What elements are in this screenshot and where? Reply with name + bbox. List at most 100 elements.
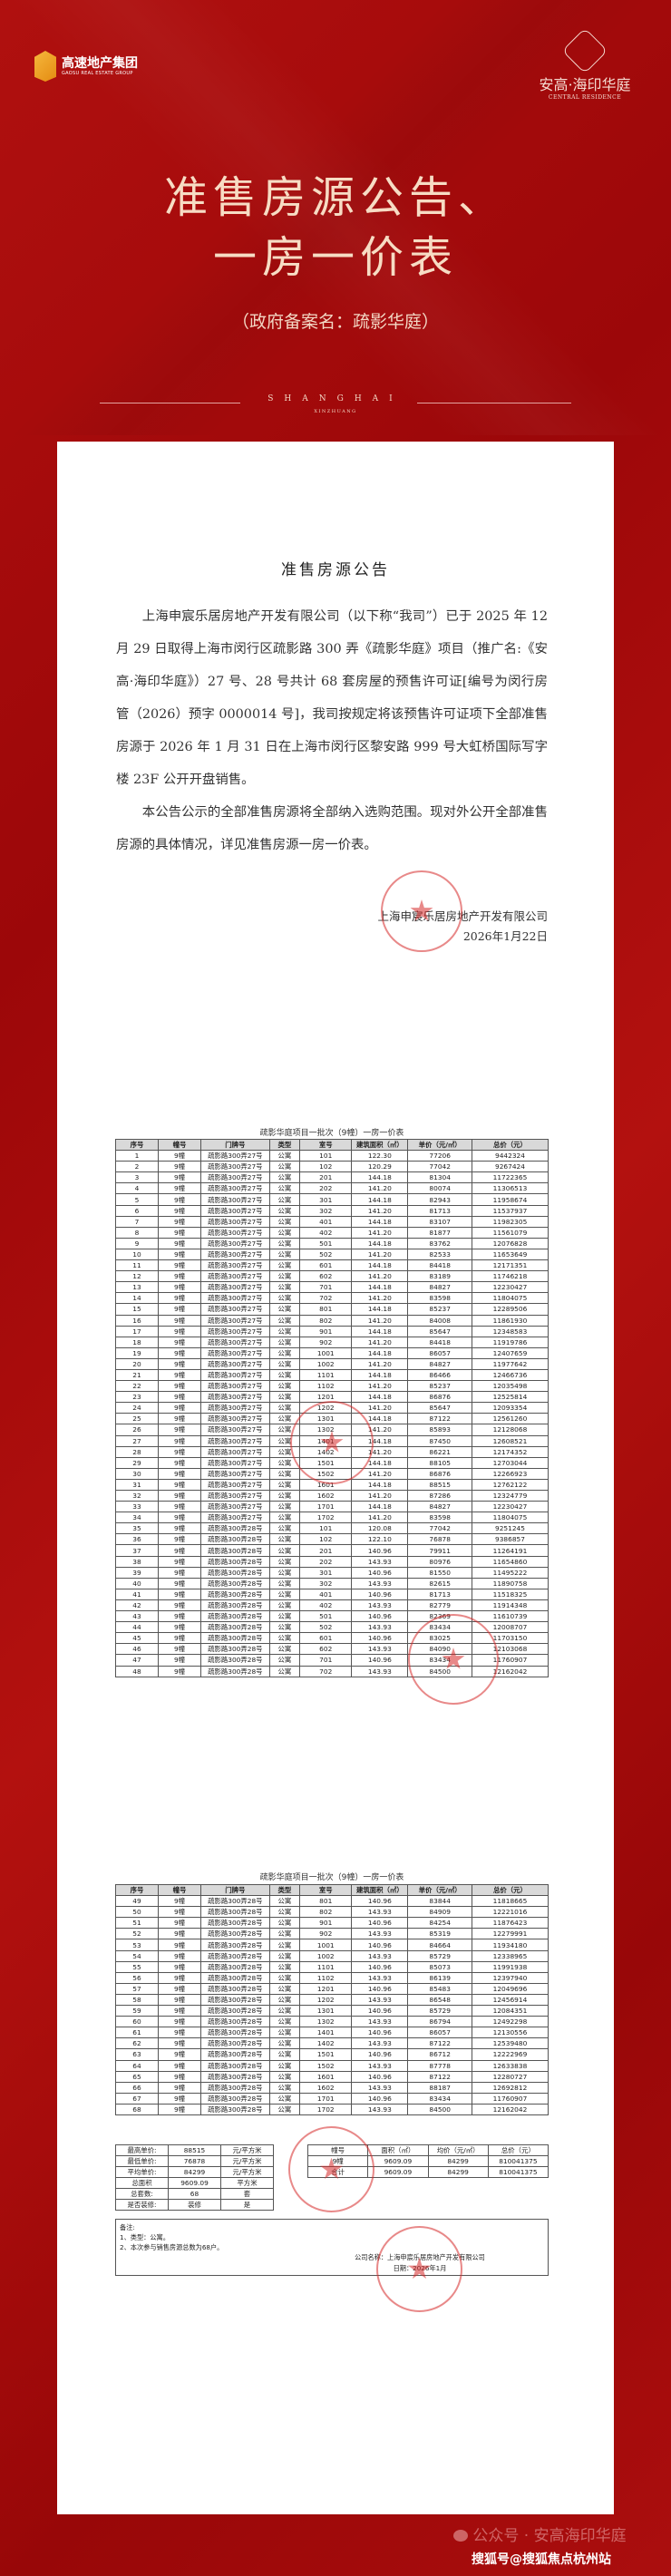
table-cell: 疏影路300弄28号 (200, 2048, 270, 2061)
table-cell: 401 (299, 1215, 353, 1228)
table-cell: 3 (114, 1171, 160, 1184)
table-cell: 疏影路300弄27号 (200, 1512, 270, 1524)
table-cell: 公寓 (268, 1489, 301, 1502)
table-cell: 85319 (407, 1928, 472, 1940)
table-cell: 1402 (299, 2037, 353, 2050)
table-cell: 86876 (407, 1391, 472, 1404)
table-cell: 疏影路300弄27号 (200, 1325, 270, 1337)
table-cell: 1401 (299, 1434, 353, 1447)
table-cell: 9幢 (158, 1215, 202, 1228)
table-cell: 143.93 (351, 1993, 409, 2007)
table-cell: 122.10 (351, 1533, 409, 1546)
table-cell: 12174352 (471, 1445, 549, 1458)
summary-header: 总价（元） (487, 2144, 549, 2156)
summary-cell: 84299 (427, 2155, 489, 2167)
table-cell: 76878 (407, 1533, 472, 1546)
table-cell: 9幢 (158, 1993, 202, 2007)
table-cell: 25 (114, 1413, 160, 1425)
table-cell: 143.93 (351, 2037, 409, 2050)
table-cell: 12466736 (471, 1368, 549, 1382)
table-cell: 9幢 (158, 1533, 202, 1546)
table-cell: 143.93 (351, 2059, 409, 2072)
table-cell: 602 (299, 1643, 353, 1656)
table-cell: 83434 (407, 1621, 472, 1634)
table-cell: 12279991 (471, 1928, 549, 1940)
table-cell: 公寓 (268, 1182, 301, 1195)
table-cell: 502 (299, 1621, 353, 1634)
table-cell: 83434 (407, 2092, 472, 2105)
table-cell: 11991938 (471, 1960, 549, 1973)
column-header: 门牌号 (200, 1883, 270, 1897)
table-cell: 公寓 (268, 1325, 301, 1337)
table-cell: 1502 (299, 1467, 353, 1480)
table-cell: 公寓 (268, 1150, 301, 1162)
table-cell: 公寓 (268, 1588, 301, 1600)
table-cell: 141.20 (351, 1489, 409, 1502)
notice-title: 准售房源公告 (281, 561, 390, 579)
table-cell: 疏影路300弄28号 (200, 1610, 270, 1623)
table-cell: 67 (114, 2092, 160, 2105)
table-cell: 疏影路300弄27号 (200, 1215, 270, 1228)
table-cell: 疏影路300弄27号 (200, 1259, 270, 1272)
table-cell: 20 (114, 1357, 160, 1370)
table-2-caption: 疏影华庭项目一批次（9幢）一房一价表 (259, 1873, 404, 1882)
summary-cell: 是否装修: (115, 2199, 169, 2211)
table-cell: 12633838 (471, 2059, 549, 2072)
table-cell: 疏影路300弄28号 (200, 1533, 270, 1546)
table-cell: 1401 (299, 2027, 353, 2039)
table-cell: 9幢 (158, 1150, 202, 1162)
table-cell: 144.18 (351, 1193, 409, 1206)
table-cell: 81550 (407, 1566, 472, 1579)
table-cell: 公寓 (268, 1237, 301, 1249)
signature-date: 2026年1月22日 (462, 929, 548, 943)
summary-cell: 元/平方米 (220, 2144, 274, 2156)
table-cell: 141.20 (351, 1467, 409, 1480)
table-cell: 疏影路300弄28号 (200, 1555, 270, 1568)
table-cell: 140.96 (351, 2070, 409, 2083)
table-cell: 101 (299, 1150, 353, 1162)
table-cell: 9幢 (158, 1599, 202, 1612)
table-row: 16 9幢 疏影路300弄27号 公寓 802 141.20 84008 11861930 (114, 1314, 549, 1327)
table-cell: 12130556 (471, 2027, 549, 2039)
table-cell: 13 (114, 1281, 160, 1294)
table-cell: 144.18 (351, 1456, 409, 1469)
table-cell: 702 (299, 1292, 353, 1305)
table-cell: 11982305 (471, 1215, 549, 1228)
summary-row: 9幢 9609.09 84299 810041375 (306, 2155, 549, 2167)
table-cell: 1602 (299, 2081, 353, 2094)
table-cell: 33 (114, 1501, 160, 1513)
table-cell: 疏影路300弄27号 (200, 1204, 270, 1217)
table-row: 56 9幢 疏影路300弄28号 公寓 1102 143.93 86139 12397940 (114, 1971, 549, 1984)
table-cell: 9幢 (158, 1303, 202, 1316)
table-cell: 140.96 (351, 1895, 409, 1908)
table-cell: 公寓 (268, 1621, 301, 1634)
table-cell: 144.18 (351, 1171, 409, 1184)
table-cell: 11760907 (471, 2092, 549, 2105)
table-cell: 9幢 (158, 1522, 202, 1535)
table-cell: 11804075 (471, 1292, 549, 1305)
table-cell: 疏影路300弄27号 (200, 1292, 270, 1305)
table-cell: 15 (114, 1303, 160, 1316)
table-row: 63 9幢 疏影路300弄28号 公寓 1501 140.96 86712 12222969 (114, 2048, 549, 2061)
table-cell: 9幢 (158, 1248, 202, 1261)
table-row: 24 9幢 疏影路300弄27号 公寓 1202 141.20 85647 12093354 (114, 1402, 549, 1414)
table-row: 42 9幢 疏影路300弄28号 公寓 402 143.93 82779 11914348 (114, 1599, 549, 1612)
table-cell: 301 (299, 1193, 353, 1206)
table-cell: 22 (114, 1380, 160, 1393)
table-row: 1 9幢 疏影路300弄27号 公寓 101 122.30 77206 9442324 (114, 1150, 549, 1162)
table-cell: 9幢 (158, 1424, 202, 1436)
table-cell: 9幢 (158, 1577, 202, 1589)
table-cell: 公寓 (268, 1215, 301, 1228)
table-cell: 公寓 (268, 1982, 301, 1995)
table-cell: 疏影路300弄28号 (200, 1522, 270, 1535)
note-item: 1、类型：公寓。 (120, 2233, 170, 2241)
summary-cell: 元/平方米 (220, 2155, 274, 2167)
table-cell: 54 (114, 1949, 160, 1962)
table-cell: 11746218 (471, 1270, 549, 1283)
table-cell: 公寓 (268, 1204, 301, 1217)
table-cell: 10 (114, 1248, 160, 1261)
table-row: 37 9幢 疏影路300弄28号 公寓 201 140.96 79911 11264191 (114, 1544, 549, 1557)
table-cell: 12525814 (471, 1391, 549, 1404)
table-cell: 9幢 (158, 1971, 202, 1984)
summary-cell: 68 (168, 2188, 221, 2200)
